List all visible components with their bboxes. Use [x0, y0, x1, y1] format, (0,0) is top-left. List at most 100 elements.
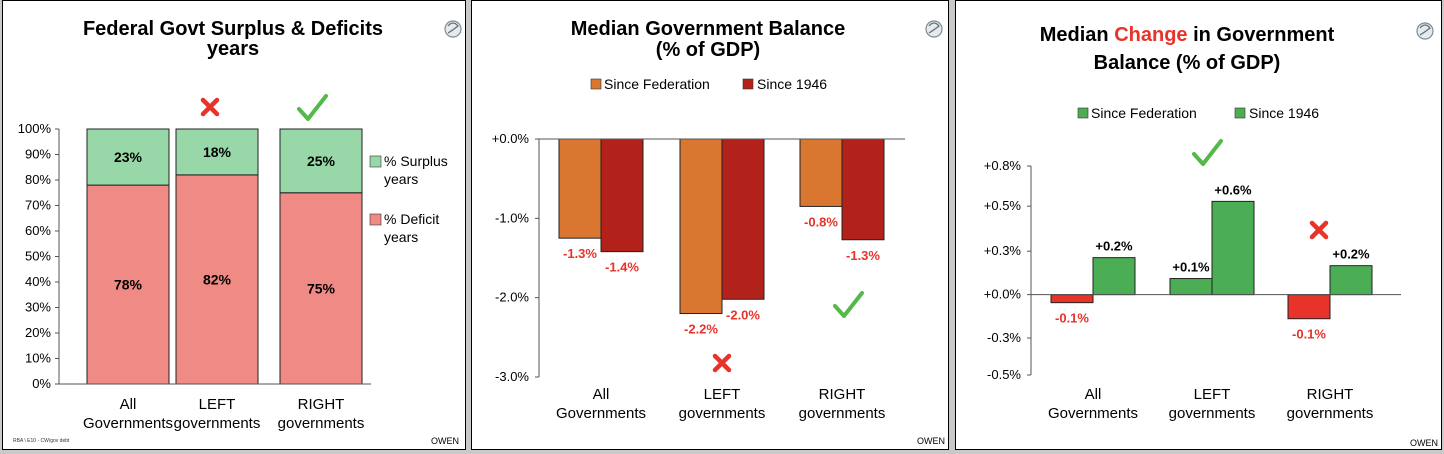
logo-icon: [444, 20, 462, 38]
legend-deficit-label: years: [384, 229, 418, 245]
since-1946-bar: [1329, 265, 1373, 296]
surplus-deficit-years-chart: Federal Govt Surplus & Deficitsyears0%10…: [13, 18, 462, 446]
since-federation-bar: [1169, 278, 1213, 296]
cross-mark-icon: [712, 353, 732, 373]
legend-since-federation-swatch: [1077, 107, 1089, 119]
cross-mark-icon: [1309, 220, 1329, 240]
since-federation-bar: [558, 138, 602, 239]
since-1946-value-label: -1.4%: [605, 260, 639, 275]
y-tick-label: +0.0%: [984, 287, 1022, 302]
surplus-bar: [175, 128, 259, 176]
legend-since-1946-swatch: [1234, 107, 1246, 119]
deficit-value-label: 78%: [114, 277, 143, 293]
deficit-bar: [279, 192, 363, 385]
legend-since-federation-swatch: [590, 78, 602, 90]
since-1946-value-label: +0.2%: [1332, 247, 1370, 262]
source-note: RBA \ E10 - CW/gov debt: [13, 438, 70, 444]
since-federation-value-label: -0.8%: [804, 214, 838, 229]
since-1946-bar: [1092, 257, 1136, 296]
chart-title: Median Change in Government: [1040, 24, 1335, 46]
chart1-category-label: governments: [278, 415, 365, 432]
chart-title: Balance (% of GDP): [1094, 52, 1281, 74]
chart2-category-label: governments: [679, 405, 766, 422]
chart-title-part: Median: [1040, 24, 1114, 46]
chart3-category-label: All: [1085, 386, 1102, 403]
chart1-category-label: LEFT: [199, 396, 236, 413]
y-tick-label: 70%: [25, 198, 51, 213]
y-tick-label: 30%: [25, 300, 51, 315]
since-1946-value-label: +0.2%: [1095, 239, 1133, 254]
legend-since-1946-swatch: [742, 78, 754, 90]
chart3-category-label: LEFT: [1194, 386, 1231, 403]
check-mark-icon: [297, 94, 328, 121]
y-tick-label: 0%: [32, 376, 51, 391]
cross-stroke: [712, 353, 732, 373]
y-tick-label: 50%: [25, 249, 51, 264]
surplus-value-label: 18%: [203, 144, 232, 160]
chart-title: (% of GDP): [656, 39, 760, 61]
legend-surplus-label: years: [384, 171, 418, 187]
since-federation-value-label: -0.1%: [1055, 311, 1089, 326]
chart1-category-label: governments: [174, 415, 261, 432]
footer-label: OWEN: [1410, 438, 1438, 448]
y-tick-label: 60%: [25, 223, 51, 238]
since-federation-value-label: -0.1%: [1292, 327, 1326, 342]
legend-surplus-label: % Surplus: [384, 153, 448, 169]
footer-label: OWEN: [431, 436, 459, 446]
surplus-value-label: 23%: [114, 149, 143, 165]
chart2-category-label: governments: [799, 405, 886, 422]
median-change-balance-chart-panel: Median Change in Government Balance (% of…: [955, 0, 1442, 450]
y-tick-label: 80%: [25, 172, 51, 187]
y-tick-label: -1.0%: [495, 210, 529, 225]
deficit-value-label: 75%: [307, 280, 336, 296]
legend-deficit-label: % Deficit: [384, 211, 439, 227]
y-tick-label: -2.0%: [495, 290, 529, 305]
since-federation-value-label: -2.2%: [684, 322, 718, 337]
legend-deficit-swatch: [369, 213, 382, 226]
median-balance-chart-panel: Median Government Balance (% of GDP) Since…: [471, 0, 949, 450]
check-mark-icon: [833, 291, 864, 318]
since-federation-value-label: -1.3%: [563, 246, 597, 261]
footer-label: OWEN: [917, 436, 945, 446]
logo-swirl: [447, 22, 459, 34]
chart-title: Federal Govt Surplus & Deficits: [83, 18, 383, 40]
chart-title: years: [207, 38, 259, 60]
y-tick-label: 10%: [25, 351, 51, 366]
since-1946-value-label: -2.0%: [726, 307, 760, 322]
chart1-category-label: RIGHT: [298, 396, 345, 413]
chart-title-highlight: Change: [1114, 24, 1187, 46]
since-1946-value-label: -1.3%: [846, 248, 880, 263]
chart3-category-label: governments: [1169, 405, 1256, 422]
legend-since-1946-label: Since 1946: [1249, 105, 1319, 121]
since-1946-bar: [841, 138, 885, 241]
y-tick-label: -0.3%: [987, 330, 1021, 345]
surplus-value-label: 25%: [307, 153, 336, 169]
deficit-bar: [86, 184, 170, 385]
logo-icon: [1416, 22, 1434, 40]
since-federation-bar: [679, 138, 723, 315]
y-tick-label: 100%: [18, 121, 52, 136]
check-mark-icon: [1192, 139, 1223, 166]
chart1-category-label: All: [120, 396, 137, 413]
y-tick-label: +0.5%: [984, 198, 1022, 213]
deficit-value-label: 82%: [203, 271, 232, 287]
since-federation-bar: [1287, 294, 1331, 320]
y-tick-label: +0.0%: [492, 131, 530, 146]
since-1946-bar: [1211, 200, 1255, 296]
legend-since-federation-label: Since Federation: [604, 76, 710, 92]
chart3-category-label: governments: [1287, 405, 1374, 422]
y-tick-label: 20%: [25, 325, 51, 340]
chart-title-part: in Government: [1188, 24, 1335, 46]
chart3-category-label: RIGHT: [1307, 386, 1354, 403]
legend-since-1946-label: Since 1946: [757, 76, 827, 92]
legend-since-federation-label: Since Federation: [1091, 105, 1197, 121]
since-1946-bar: [721, 138, 765, 300]
legend-surplus-swatch: [369, 155, 382, 168]
logo-icon: [925, 20, 943, 38]
surplus-deficit-years-chart-panel: Federal Govt Surplus & Deficits years 0% 10…: [2, 0, 466, 450]
chart2-category-label: All: [593, 386, 610, 403]
y-tick-label: +0.8%: [984, 158, 1022, 173]
chart2-category-label: Governments: [556, 405, 646, 422]
y-tick-label: +0.3%: [984, 243, 1022, 258]
cross-mark-icon: [200, 97, 220, 117]
